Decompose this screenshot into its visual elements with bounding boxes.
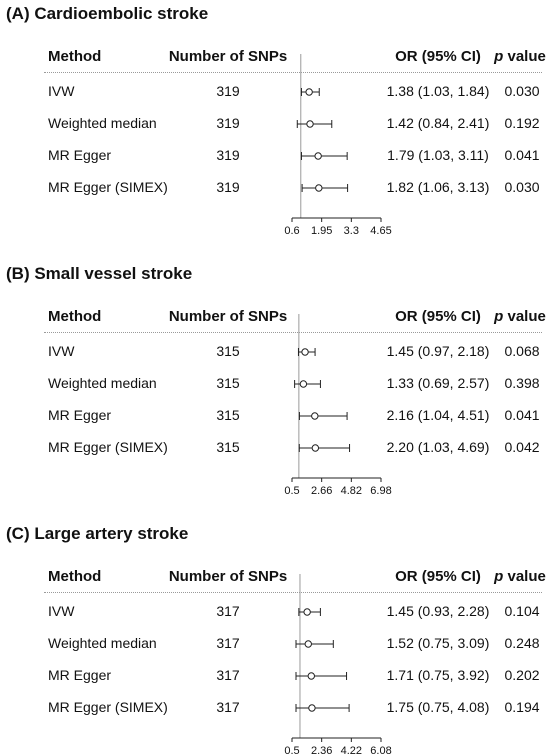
or-ci-text: 1.71 (0.75, 3.92) xyxy=(386,667,490,683)
or-ci-text: 1.52 (0.75, 3.09) xyxy=(386,635,490,651)
x-tick-label: 4.82 xyxy=(341,485,362,497)
p-value: 0.194 xyxy=(504,699,540,715)
p-value: 0.202 xyxy=(504,667,540,683)
method-label: Weighted median xyxy=(48,635,157,651)
or-ci-text: 1.75 (0.75, 4.08) xyxy=(386,699,490,715)
point-estimate xyxy=(311,412,319,420)
panel-title: (B) Small vessel stroke xyxy=(6,264,193,283)
x-tick-label: 2.36 xyxy=(311,745,332,754)
or-ci-text: 1.33 (0.69, 2.57) xyxy=(386,375,490,391)
forest-panel-small-vessel: (B) Small vessel stroke Method Number of… xyxy=(0,264,550,504)
p-value: 0.398 xyxy=(504,375,540,391)
point-estimate xyxy=(314,152,322,160)
forest-plot: 0.5 2.36 4.22 6.08 xyxy=(284,574,392,754)
p-value: 0.104 xyxy=(504,603,540,619)
forest-panel-cardioembolic: (A) Cardioembolic stroke Method Number o… xyxy=(0,4,550,244)
forest-panel-large-artery: (C) Large artery stroke Method Number of… xyxy=(0,524,550,754)
method-label: MR Egger xyxy=(48,407,112,423)
p-value: 0.248 xyxy=(504,635,540,651)
or-ci-text: 2.20 (1.03, 4.69) xyxy=(386,439,490,455)
panel-title: (C) Large artery stroke xyxy=(6,524,189,543)
x-tick-label: 1.95 xyxy=(311,225,332,237)
snp-count: 315 xyxy=(216,439,240,455)
snp-count: 319 xyxy=(216,83,240,99)
header-p-value: p value xyxy=(494,568,546,585)
x-tick-label: 2.66 xyxy=(311,485,332,497)
header-method: Method xyxy=(48,308,102,325)
header-snps: Number of SNPs xyxy=(168,48,288,65)
method-label: MR Egger xyxy=(48,147,112,163)
snp-count: 315 xyxy=(216,407,240,423)
snp-count: 315 xyxy=(216,343,240,359)
method-label: Weighted median xyxy=(48,115,157,131)
header-p-value: p value xyxy=(494,48,546,65)
header-snps: Number of SNPs xyxy=(168,568,288,585)
snp-count: 315 xyxy=(216,375,240,391)
point-estimate xyxy=(307,672,315,680)
method-label: MR Egger (SIMEX) xyxy=(48,179,168,195)
snp-count: 317 xyxy=(216,603,240,619)
method-label: MR Egger xyxy=(48,667,112,683)
forest-plot: 0.5 2.66 4.82 6.98 xyxy=(284,314,392,497)
point-estimate xyxy=(311,444,320,452)
point-estimate xyxy=(305,88,313,96)
or-ci-text: 1.42 (0.84, 2.41) xyxy=(386,115,490,131)
header-method: Method xyxy=(48,568,102,585)
point-estimate xyxy=(301,348,309,356)
p-value: 0.192 xyxy=(504,115,540,131)
x-tick-label: 0.5 xyxy=(284,745,299,754)
header-or: OR (95% CI) xyxy=(395,48,481,65)
x-tick-label: 3.3 xyxy=(344,225,359,237)
x-tick-label: 6.08 xyxy=(370,745,391,754)
header-separator xyxy=(44,72,542,73)
x-tick-label: 4.65 xyxy=(370,225,391,237)
p-value: 0.041 xyxy=(504,407,540,423)
snp-count: 317 xyxy=(216,699,240,715)
header-p-value: p value xyxy=(494,308,546,325)
snp-count: 319 xyxy=(216,147,240,163)
snp-count: 319 xyxy=(216,115,240,131)
p-value: 0.030 xyxy=(504,83,540,99)
method-label: IVW xyxy=(48,83,75,99)
point-estimate xyxy=(303,608,311,616)
or-ci-text: 1.79 (1.03, 3.11) xyxy=(387,147,489,163)
panel-title: (A) Cardioembolic stroke xyxy=(6,4,209,23)
header-separator xyxy=(44,592,542,593)
or-ci-text: 2.16 (1.04, 4.51) xyxy=(386,407,490,423)
p-value: 0.041 xyxy=(504,147,540,163)
header-or: OR (95% CI) xyxy=(395,308,481,325)
point-estimate xyxy=(308,704,316,712)
header-method: Method xyxy=(48,48,102,65)
p-value: 0.030 xyxy=(504,179,540,195)
point-estimate xyxy=(299,380,308,388)
point-estimate xyxy=(306,120,314,128)
p-value: 0.042 xyxy=(504,439,540,455)
x-tick-label: 0.5 xyxy=(284,485,299,497)
method-label: Weighted median xyxy=(48,375,157,391)
snp-count: 317 xyxy=(216,635,240,651)
snp-count: 319 xyxy=(216,179,240,195)
or-ci-text: 1.38 (1.03, 1.84) xyxy=(386,83,490,99)
snp-count: 317 xyxy=(216,667,240,683)
method-label: MR Egger (SIMEX) xyxy=(48,699,168,715)
p-value: 0.068 xyxy=(504,343,540,359)
header-or: OR (95% CI) xyxy=(395,568,481,585)
x-tick-label: 0.6 xyxy=(284,225,299,237)
or-ci-text: 1.45 (0.93, 2.28) xyxy=(386,603,490,619)
header-snps: Number of SNPs xyxy=(168,308,288,325)
method-label: IVW xyxy=(48,603,75,619)
x-tick-label: 6.98 xyxy=(370,485,391,497)
x-tick-label: 4.22 xyxy=(341,745,362,754)
header-separator xyxy=(44,332,542,333)
method-label: MR Egger (SIMEX) xyxy=(48,439,168,455)
point-estimate xyxy=(315,184,323,192)
point-estimate xyxy=(304,640,312,648)
or-ci-text: 1.82 (1.06, 3.13) xyxy=(386,179,490,195)
method-label: IVW xyxy=(48,343,75,359)
forest-plot: 0.6 1.95 3.3 4.65 xyxy=(284,54,392,237)
or-ci-text: 1.45 (0.97, 2.18) xyxy=(386,343,490,359)
